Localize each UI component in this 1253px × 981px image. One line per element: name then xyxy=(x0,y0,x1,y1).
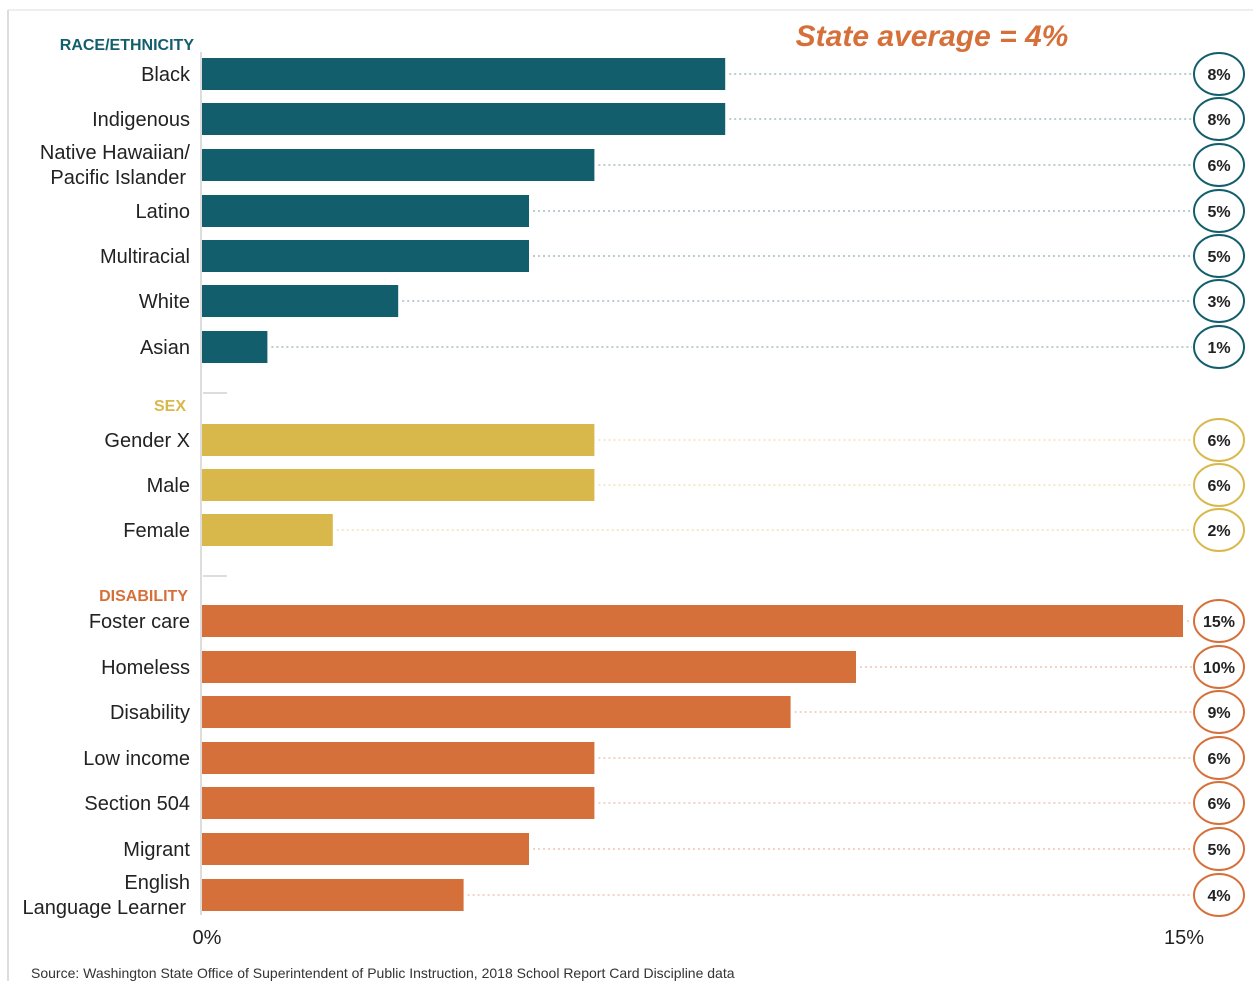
value-label-migrant: 5% xyxy=(1207,842,1230,859)
value-badge-native-hawaiian-pacific-islander xyxy=(1193,143,1245,187)
bar-english-language-learner xyxy=(202,879,464,911)
value-label-native-hawaiian-pacific-islander: 6% xyxy=(1207,158,1230,175)
category-label-english-language-learner: English Language Learner xyxy=(23,872,190,919)
category-label-section-504: Section 504 xyxy=(84,793,190,815)
value-label-latino: 5% xyxy=(1207,204,1230,221)
value-label-male: 6% xyxy=(1207,478,1230,495)
value-badge-english-language-learner xyxy=(1193,873,1245,917)
value-badge-latino xyxy=(1193,189,1245,233)
bar-male xyxy=(202,469,595,501)
value-label-white: 3% xyxy=(1207,294,1230,311)
value-badge-male xyxy=(1193,463,1245,507)
category-label-low-income: Low income xyxy=(83,748,190,770)
value-badge-section-504 xyxy=(1193,781,1245,825)
value-badge-low-income xyxy=(1193,736,1245,780)
x-tick-15: 15% xyxy=(1164,927,1204,949)
x-tick-0: 0% xyxy=(193,927,222,949)
bar-foster-care xyxy=(202,605,1183,637)
section-title-race-ethnicity: RACE/ETHNICITY xyxy=(60,37,195,54)
bar-black xyxy=(202,58,726,90)
bar-migrant xyxy=(202,833,529,865)
value-badge-homeless xyxy=(1193,645,1245,689)
category-label-indigenous: Indigenous xyxy=(92,109,190,131)
category-label-native-hawaiian-pacific-islander: Native Hawaiian/Pacific Islander xyxy=(40,142,191,189)
section-title-sex: SEX xyxy=(154,398,186,415)
value-badge-disability xyxy=(1193,690,1245,734)
value-label-multiracial: 5% xyxy=(1207,249,1230,266)
value-label-low-income: 6% xyxy=(1207,751,1230,768)
value-label-indigenous: 8% xyxy=(1207,112,1230,129)
category-label-latino: Latino xyxy=(136,201,191,223)
category-label-black: Black xyxy=(141,64,191,86)
bar-native-hawaiian-pacific-islander xyxy=(202,149,595,181)
bar-gender-x xyxy=(202,424,595,456)
value-label-asian: 1% xyxy=(1207,340,1230,357)
value-badge-asian xyxy=(1193,325,1245,369)
state-average-annotation: State average = 4% xyxy=(796,20,1069,53)
category-label-multiracial: Multiracial xyxy=(100,246,190,268)
category-label-asian: Asian xyxy=(140,337,190,359)
bar-indigenous xyxy=(202,103,726,135)
value-badge-multiracial xyxy=(1193,234,1245,278)
value-label-black: 8% xyxy=(1207,67,1230,84)
category-label-gender-x: Gender X xyxy=(104,430,190,452)
value-badge-indigenous xyxy=(1193,97,1245,141)
value-label-disability: 9% xyxy=(1207,705,1230,722)
value-badge-migrant xyxy=(1193,827,1245,871)
value-badge-foster-care xyxy=(1193,599,1245,643)
bar-multiracial xyxy=(202,240,529,272)
value-label-section-504: 6% xyxy=(1207,796,1230,813)
category-label-homeless: Homeless xyxy=(101,657,190,679)
bar-asian xyxy=(202,331,268,363)
category-label-male: Male xyxy=(147,475,190,497)
category-label-foster-care: Foster care xyxy=(89,611,190,633)
category-label-white: White xyxy=(139,291,190,313)
bar-section-504 xyxy=(202,787,595,819)
bar-homeless xyxy=(202,651,856,683)
category-label-disability: Disability xyxy=(110,702,190,724)
value-label-female: 2% xyxy=(1207,523,1230,540)
section-title-disability: DISABILITY xyxy=(99,588,188,605)
bar-disability xyxy=(202,696,791,728)
value-label-english-language-learner: 4% xyxy=(1207,888,1230,905)
bar-latino xyxy=(202,195,529,227)
bar-white xyxy=(202,285,399,317)
category-label-migrant: Migrant xyxy=(123,839,190,861)
value-label-homeless: 10% xyxy=(1203,660,1235,677)
value-badge-gender-x xyxy=(1193,418,1245,462)
value-badge-white xyxy=(1193,279,1245,323)
value-label-gender-x: 6% xyxy=(1207,433,1230,450)
source-note: Source: Washington State Office of Super… xyxy=(31,965,735,981)
value-label-foster-care: 15% xyxy=(1203,614,1235,631)
value-badge-black xyxy=(1193,52,1245,96)
value-badge-female xyxy=(1193,508,1245,552)
category-label-female: Female xyxy=(123,520,190,542)
bar-female xyxy=(202,514,333,546)
bar-low-income xyxy=(202,742,595,774)
